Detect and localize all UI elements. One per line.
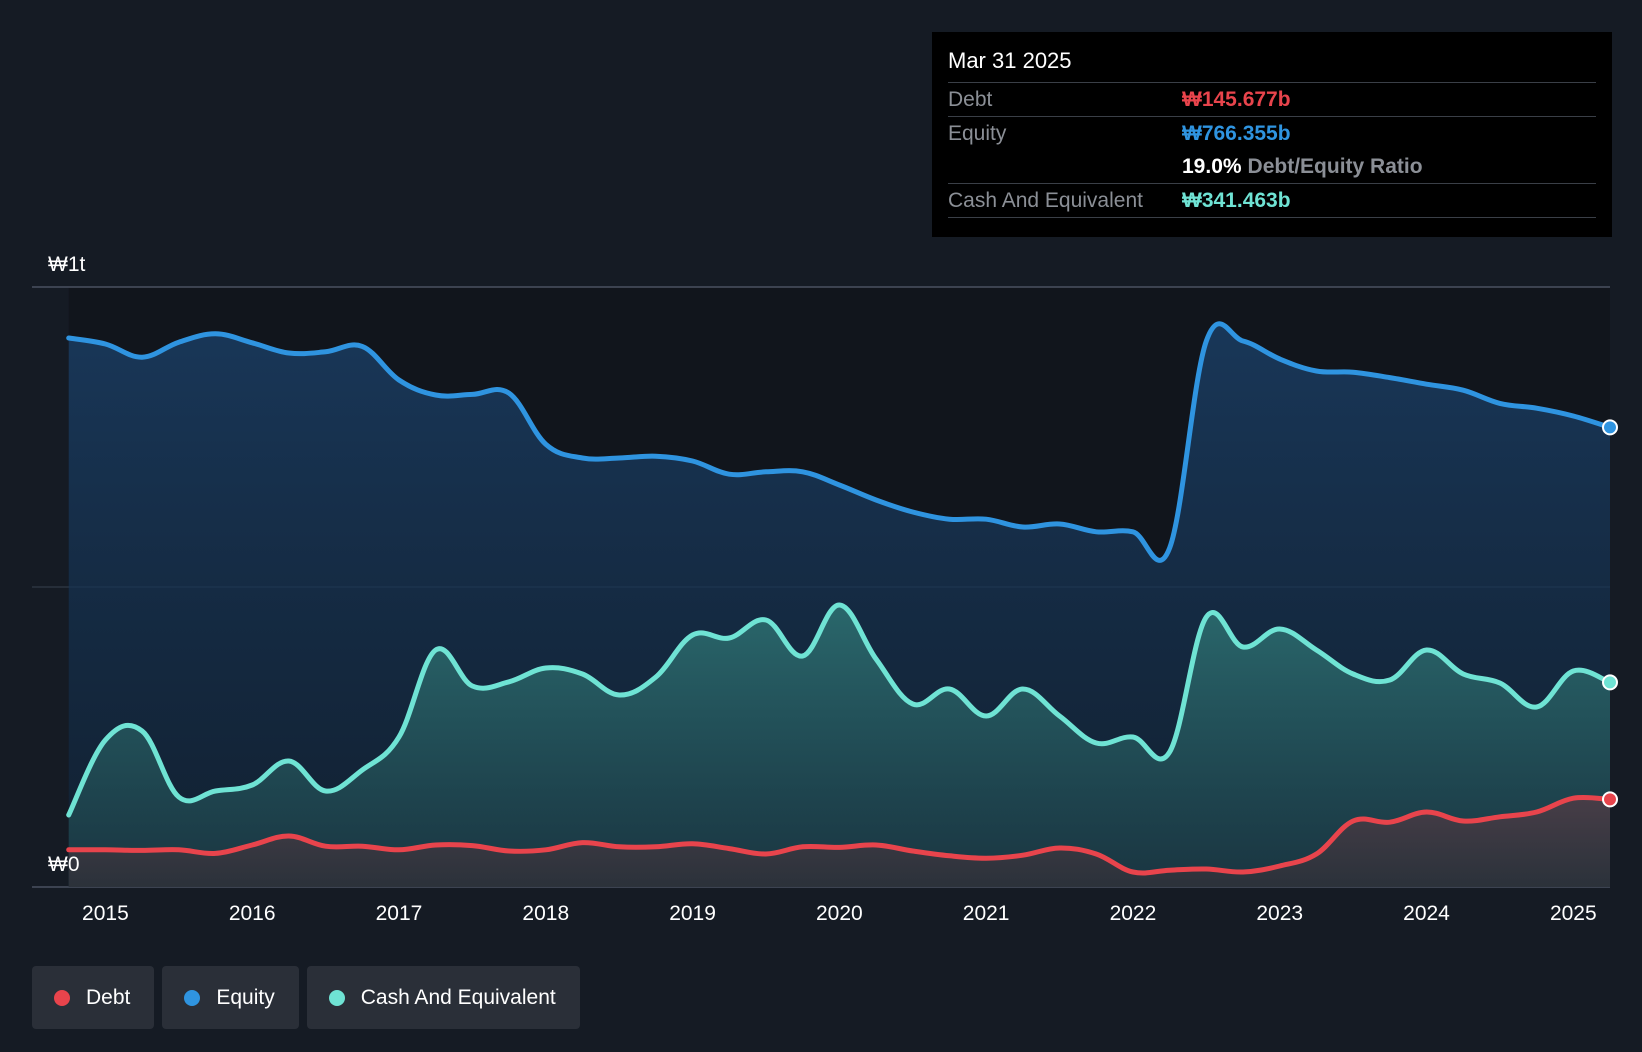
- cash-and-equivalent-line: [66, 602, 1613, 818]
- debt-area: [68, 797, 1611, 887]
- y-tick-label: ₩0: [48, 853, 80, 876]
- legend-label-equity: Equity: [216, 985, 275, 1009]
- tooltip-date: Mar 31 2025: [948, 46, 1596, 83]
- tooltip-cash-row: Cash And Equivalent ₩341.463b: [948, 184, 1596, 218]
- x-tick-label: 2015: [82, 902, 129, 925]
- legend-label-debt: Debt: [86, 985, 131, 1009]
- tooltip-debt-value: ₩145.677b: [1182, 88, 1291, 111]
- tooltip-ratio-spacer: [948, 150, 1182, 183]
- legend-dot-equity: [184, 989, 201, 1006]
- x-tick-label: 2021: [963, 902, 1010, 925]
- legend-dot-debt: [54, 989, 70, 1006]
- legend-item-cash[interactable]: Cash And Equivalent: [306, 966, 580, 1029]
- tooltip-equity-label: Equity: [948, 122, 1007, 145]
- end-markers: [1602, 419, 1618, 808]
- equity-line: [66, 321, 1613, 563]
- x-tick-label: 2017: [376, 902, 423, 925]
- x-tick-label: 2025: [1550, 902, 1597, 925]
- tooltip-cash-value: ₩341.463b: [1182, 189, 1291, 212]
- tooltip-equity-value: ₩766.355b: [1182, 122, 1291, 145]
- hover-tooltip: Mar 31 2025 Debt ₩145.677b Equity ₩766.3…: [932, 32, 1612, 237]
- tooltip-ratio-value: 19.0%: [1182, 155, 1242, 178]
- x-tick-label: 2023: [1256, 902, 1303, 925]
- x-tick-label: 2016: [229, 902, 276, 925]
- x-tick-label: 2019: [669, 902, 716, 925]
- tooltip-equity-row: Equity ₩766.355b: [948, 117, 1596, 150]
- x-tick-label: 2020: [816, 902, 863, 925]
- tooltip-ratio-label: Debt/Equity Ratio: [1247, 155, 1423, 178]
- debt-line: [66, 794, 1613, 876]
- x-tick-label: 2024: [1403, 902, 1450, 925]
- legend-dot-cash: [328, 989, 345, 1006]
- cash-and-equivalent-end-marker[interactable]: [1602, 674, 1618, 691]
- tooltip-cash-label: Cash And Equivalent: [948, 189, 1143, 212]
- tooltip-ratio-row: 19.0% Debt/Equity Ratio: [948, 150, 1596, 184]
- y-tick-label: ₩1t: [48, 253, 86, 276]
- tooltip-debt-row: Debt ₩145.677b: [948, 83, 1596, 117]
- cash-and-equivalent-area: [68, 604, 1611, 887]
- chart-legend: Debt Equity Cash And Equivalent: [32, 966, 580, 1029]
- x-tick-label: 2018: [522, 902, 569, 925]
- axes: 2015 2016 2017 2018 2019 2020 2021 2022 2023 2024…: [48, 253, 1597, 925]
- tooltip-debt-label: Debt: [948, 88, 993, 111]
- equity-end-marker[interactable]: [1602, 419, 1618, 436]
- legend-item-debt[interactable]: Debt: [32, 966, 155, 1029]
- legend-item-equity[interactable]: Equity: [162, 966, 299, 1029]
- legend-label-cash: Cash And Equivalent: [360, 985, 556, 1009]
- x-tick-label: 2022: [1110, 902, 1157, 925]
- series-lines: [66, 321, 1613, 876]
- debt-end-marker[interactable]: [1602, 791, 1618, 808]
